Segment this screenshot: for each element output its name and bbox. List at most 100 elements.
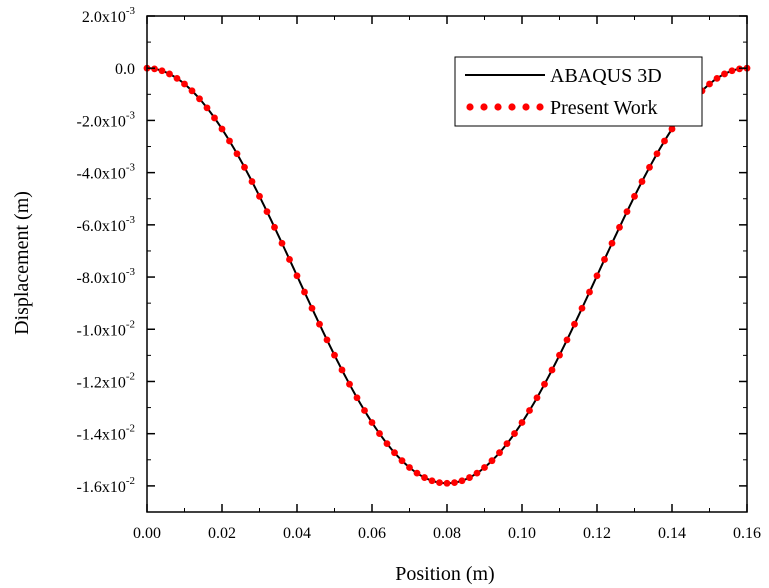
series-point-present-work — [181, 80, 188, 88]
series-point-present-work — [451, 479, 458, 487]
x-tick-label: 0.00 — [133, 525, 161, 542]
series-point-present-work — [623, 208, 631, 216]
y-tick-label: -6.0x10-3 — [77, 214, 136, 235]
y-tick-label: -8.0x10-3 — [77, 266, 136, 287]
legend-dot — [508, 103, 516, 111]
series-point-present-work — [646, 163, 653, 171]
series-point-present-work — [458, 477, 466, 485]
series-point-present-work — [316, 320, 323, 328]
series-point-present-work — [593, 272, 601, 280]
series-point-present-work — [263, 208, 271, 216]
legend-label-abaqus-3d: ABAQUS 3D — [550, 65, 662, 87]
legend-dot — [494, 103, 502, 111]
series-point-present-work — [406, 464, 413, 471]
series-point-present-work — [488, 457, 496, 465]
series-point-present-work — [616, 223, 623, 231]
series-point-present-work — [443, 479, 451, 487]
x-tick-label: 0.16 — [733, 525, 761, 542]
series-point-present-work — [241, 163, 248, 171]
series-point-present-work — [721, 70, 728, 78]
series-point-present-work — [661, 137, 668, 145]
series-point-present-work — [466, 474, 473, 481]
series-point-present-work — [196, 95, 203, 103]
y-tick-label: 0.0 — [115, 61, 135, 78]
series-point-present-work — [653, 150, 661, 158]
series-point-present-work — [728, 67, 736, 75]
x-axis-title: Position (m) — [395, 563, 494, 585]
series-point-present-work — [571, 320, 578, 328]
series-point-present-work — [391, 449, 398, 457]
series-point-present-work — [278, 239, 286, 247]
legend-dot — [480, 103, 488, 111]
series-point-present-work — [353, 394, 361, 402]
series-point-present-work — [713, 74, 721, 82]
series-point-present-work — [158, 67, 166, 75]
y-tick-label: -1.2x10-2 — [77, 370, 136, 391]
y-tick-label: -1.0x10-2 — [77, 318, 136, 339]
x-tick-label: 0.12 — [583, 525, 611, 542]
series-point-present-work — [346, 380, 353, 388]
series-point-present-work — [548, 366, 556, 374]
legend-dot — [522, 103, 530, 111]
series-point-present-work — [211, 114, 218, 122]
series-point-present-work — [233, 150, 241, 158]
series-point-present-work — [293, 272, 301, 280]
series-point-present-work — [496, 449, 503, 457]
series-point-present-work — [473, 469, 481, 477]
series-point-present-work — [428, 477, 436, 485]
series-point-present-work — [398, 457, 406, 465]
legend-dot — [536, 103, 544, 111]
x-tick-label: 0.02 — [208, 525, 236, 542]
series-point-present-work — [188, 87, 196, 95]
legend: ABAQUS 3D Present Work — [454, 56, 703, 127]
series-point-present-work — [586, 288, 593, 296]
x-tick-label: 0.06 — [358, 525, 386, 542]
series-point-present-work — [286, 256, 293, 263]
series-point-present-work — [331, 351, 338, 359]
series-point-present-work — [413, 469, 421, 477]
series-point-present-work — [608, 239, 616, 247]
series-point-present-work — [338, 366, 346, 374]
y-tick-label: -4.0x10-3 — [77, 162, 136, 183]
series-point-present-work — [256, 192, 263, 200]
series-point-present-work — [503, 440, 511, 448]
series-point-present-work — [526, 407, 533, 414]
legend-swatch-present-work — [466, 103, 544, 111]
legend-box — [454, 56, 703, 127]
series-point-present-work — [226, 137, 233, 145]
x-tick-label: 0.04 — [283, 525, 311, 542]
legend-dot — [466, 103, 474, 111]
series-point-present-work — [301, 288, 308, 296]
series-point-present-work — [518, 419, 526, 426]
series-point-present-work — [218, 125, 226, 133]
legend-label-present-work: Present Work — [550, 97, 657, 119]
series-point-present-work — [368, 419, 376, 426]
series-point-present-work — [173, 74, 181, 82]
series-point-present-work — [578, 304, 586, 312]
series-point-present-work — [383, 440, 391, 448]
series-point-present-work — [376, 430, 383, 437]
series-point-present-work — [668, 125, 676, 133]
series-point-present-work — [511, 430, 518, 437]
series-point-present-work — [323, 336, 331, 344]
series-point-present-work — [533, 394, 541, 402]
series-point-present-work — [166, 70, 173, 78]
series-point-present-work — [541, 380, 548, 388]
series-point-present-work — [706, 80, 713, 88]
series-point-present-work — [436, 479, 443, 487]
x-tick-label: 0.14 — [658, 525, 686, 542]
series-line-abaqus-3d — [146, 67, 748, 485]
series-point-present-work — [601, 256, 608, 263]
series-point-present-work — [203, 104, 211, 112]
series-point-present-work — [556, 351, 563, 359]
series-point-present-work — [631, 192, 638, 200]
y-tick-label: 2.0x10-3 — [82, 5, 136, 26]
series-point-present-work — [271, 223, 278, 231]
y-tick-label: -1.6x10-2 — [77, 475, 136, 496]
y-tick-label: -2.0x10-3 — [77, 109, 136, 130]
series-point-present-work — [248, 178, 256, 185]
y-axis-title: Displacement (m) — [11, 191, 33, 335]
x-tick-label: 0.10 — [508, 525, 536, 542]
y-tick-label: -1.4x10-2 — [77, 423, 136, 444]
